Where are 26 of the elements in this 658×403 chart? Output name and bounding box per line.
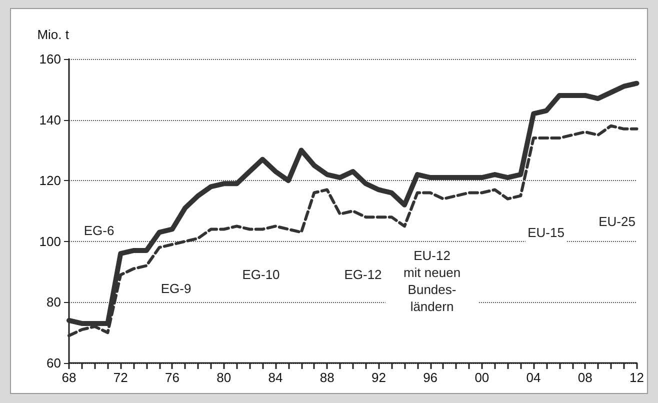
y-tick-label: 60	[46, 356, 61, 370]
annotation: EU-25	[598, 214, 636, 229]
x-tick-label: 88	[320, 370, 334, 385]
x-tick-label: 72	[113, 370, 128, 385]
x-tick-label: 12	[630, 370, 644, 385]
annotation: EU-15	[528, 225, 564, 240]
x-tick-label: 76	[164, 370, 180, 385]
y-tick-label: 160	[39, 52, 61, 66]
annotation: EG-6	[84, 223, 114, 238]
x-tick-label: 80	[216, 370, 232, 385]
annotation: EG-10	[242, 267, 280, 282]
y-tick-label: 140	[39, 112, 61, 128]
y-tick-label: 100	[39, 234, 61, 249]
x-tick-label: 92	[371, 370, 386, 385]
x-tick-label: 00	[474, 370, 490, 385]
x-tick-label: 68	[62, 370, 76, 385]
x-tick-label: 96	[423, 370, 438, 385]
y-tick-label: 80	[46, 294, 61, 310]
annotation: EG-9	[160, 281, 192, 296]
annotation: EU-12 mit neuen Bundes- ländern	[403, 248, 461, 314]
y-axis-title: Mio. t	[37, 27, 70, 42]
y-tick-label: 120	[39, 173, 61, 188]
x-tick-label: 04	[526, 370, 541, 385]
annotation: EG-12	[344, 267, 382, 282]
x-tick-label: 08	[578, 370, 592, 385]
x-tick-label: 84	[268, 370, 283, 385]
